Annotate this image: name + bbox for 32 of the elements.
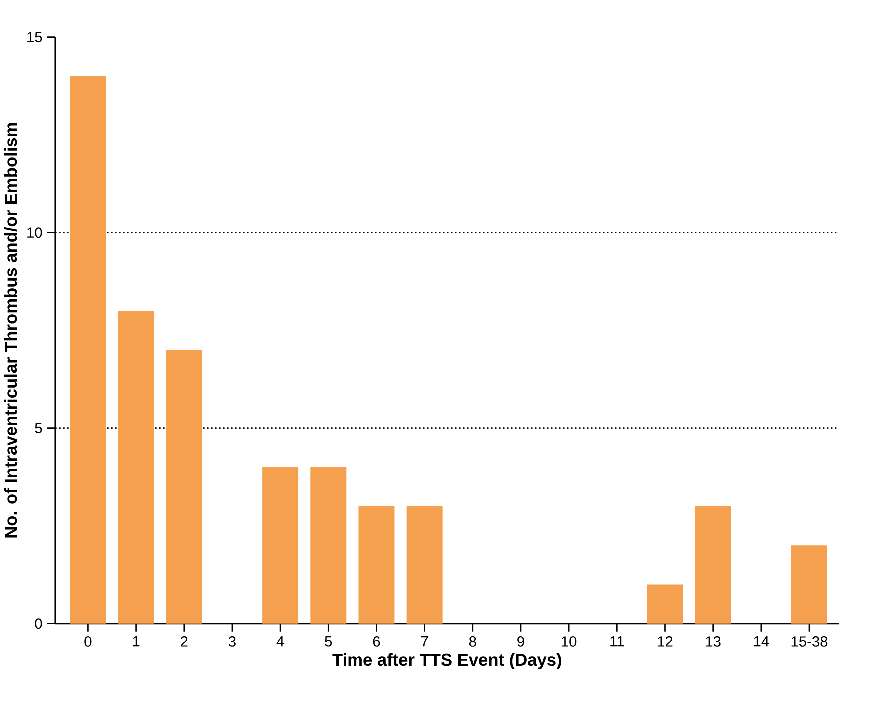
bar: [695, 506, 732, 624]
x-tick-label: 2: [181, 636, 188, 647]
x-tick-label: 9: [518, 636, 524, 648]
y-tick-label: 0: [35, 618, 42, 630]
x-tick-label: 8: [469, 636, 476, 648]
bar: [118, 311, 154, 624]
y-tick-label: 5: [35, 423, 42, 434]
bar: [310, 468, 347, 624]
x-tick-label: 1: [133, 636, 140, 647]
x-tick-label: 13: [706, 636, 721, 648]
bar: [166, 350, 202, 624]
y-tick-label: 15: [28, 32, 42, 43]
x-tick-label: 15-38: [792, 636, 828, 648]
bar: [647, 584, 684, 624]
bar: [406, 506, 443, 624]
x-tick-label: 11: [610, 636, 624, 647]
bar: [70, 76, 106, 624]
x-tick-label: 4: [276, 636, 284, 647]
x-tick-label: 10: [562, 636, 577, 648]
x-tick-label: 14: [754, 636, 770, 647]
x-tick-label: 3: [228, 636, 236, 648]
x-tick-label: 7: [421, 636, 428, 647]
bar: [358, 506, 395, 624]
x-tick-label: 5: [325, 636, 332, 647]
x-tick-label: 0: [84, 636, 92, 648]
bar: [262, 468, 299, 624]
x-axis-title: Time after TTS Event (Days): [332, 653, 562, 670]
bar: [792, 546, 828, 624]
y-tick-label: 10: [28, 228, 42, 238]
y-axis-title: No. of Intraventricular Thrombus and/or Embolism: [4, 123, 18, 538]
x-tick-label: 12: [658, 636, 673, 647]
x-tick-label: 6: [373, 636, 380, 648]
